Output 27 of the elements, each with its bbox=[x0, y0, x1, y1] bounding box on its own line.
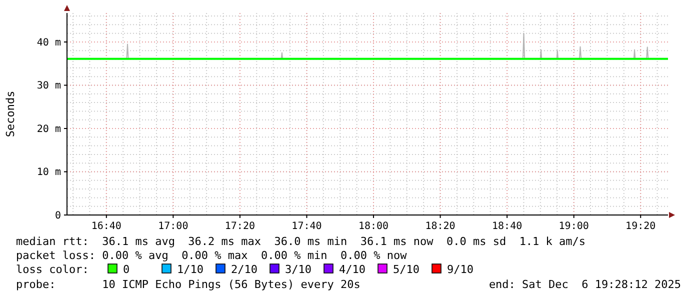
x-tick-label: 18:40 bbox=[492, 221, 522, 232]
text: 2/10 bbox=[231, 263, 258, 276]
text: 4/10 bbox=[339, 263, 366, 276]
x-tick-label: 16:40 bbox=[91, 221, 122, 232]
text: 1/10 bbox=[177, 263, 204, 276]
x-tick-label: 19:20 bbox=[626, 221, 656, 232]
text: 9/10 bbox=[447, 263, 474, 276]
x-tick-label: 18:00 bbox=[358, 221, 389, 232]
x-tick-label: 17:40 bbox=[292, 221, 322, 232]
text: end: Sat Dec 6 19:28:12 2025 bbox=[488, 278, 681, 291]
x-tick-label: 18:20 bbox=[425, 221, 456, 232]
text: probe: 10 ICMP Echo Pings (56 Bytes) every 20s bbox=[16, 278, 360, 291]
text: packet loss: 0.00 % avg 0.00 % max 0.00 % min 0.00 % now bbox=[16, 249, 408, 262]
y-tick-label: 10 m bbox=[36, 167, 61, 178]
text: 0 bbox=[123, 263, 130, 276]
x-tick-label: 17:00 bbox=[158, 221, 188, 232]
text: median rtt: 36.1 ms avg 36.2 ms max 36.0 ms min 36.1 ms now 0.0 ms sd 1.1 k am/s bbox=[16, 235, 586, 248]
text: loss color: bbox=[16, 263, 89, 276]
x-tick-label: 17:20 bbox=[224, 221, 255, 232]
y-tick-label: 20 m bbox=[36, 124, 61, 135]
y-tick-label: 40 m bbox=[36, 37, 61, 48]
y-axis-title: Seconds bbox=[4, 90, 17, 138]
text: 5/10 bbox=[393, 263, 420, 276]
text: 3/10 bbox=[285, 263, 312, 276]
y-tick-label: 30 m bbox=[36, 80, 61, 92]
y-tick-label: 0 bbox=[54, 210, 61, 222]
x-tick-label: 19:00 bbox=[558, 221, 589, 232]
